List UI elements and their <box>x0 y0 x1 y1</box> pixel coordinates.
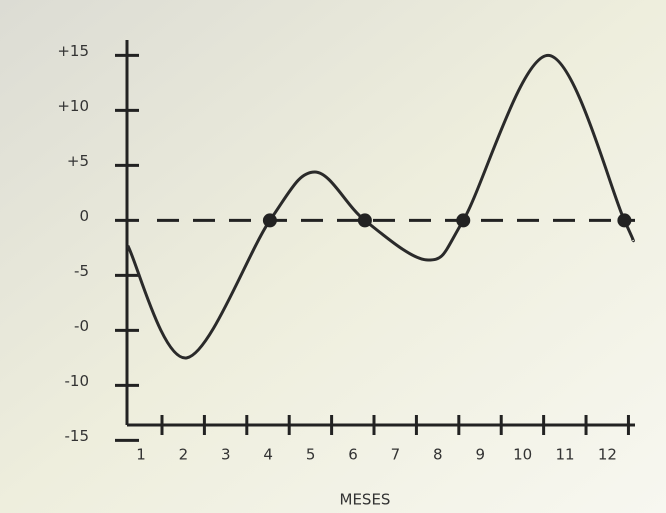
y-tick-label: -5 <box>74 262 89 280</box>
marker <box>456 213 471 228</box>
x-tick-label: 2 <box>179 446 189 464</box>
marker <box>357 213 372 228</box>
x-tick-label: 7 <box>391 446 401 464</box>
y-tick-label: 0 <box>79 207 89 225</box>
x-tick-label: 4 <box>263 446 273 464</box>
line <box>126 53 635 360</box>
marker <box>617 213 632 228</box>
x-tick-label: 1 <box>136 446 146 464</box>
y-tick-label: -15 <box>65 427 90 445</box>
y-tick-label: +15 <box>57 42 89 60</box>
x-tick-label: 11 <box>555 446 574 464</box>
y-tick-label: +5 <box>67 152 89 170</box>
x-tick-label: 10 <box>513 446 532 464</box>
x-tick-label: 3 <box>221 446 231 464</box>
x-tick-label: 9 <box>475 446 485 464</box>
y-tick-label: -0 <box>74 317 89 335</box>
x-tick-label: 6 <box>348 446 358 464</box>
x-axis-label: MESES <box>340 491 391 509</box>
x-tick-label: 12 <box>598 446 617 464</box>
x-tick-label: 5 <box>306 446 316 464</box>
y-tick-label: -10 <box>65 372 90 390</box>
x-tick-label: 8 <box>433 446 443 464</box>
y-tick-label: +10 <box>57 97 89 115</box>
marker <box>262 213 277 228</box>
